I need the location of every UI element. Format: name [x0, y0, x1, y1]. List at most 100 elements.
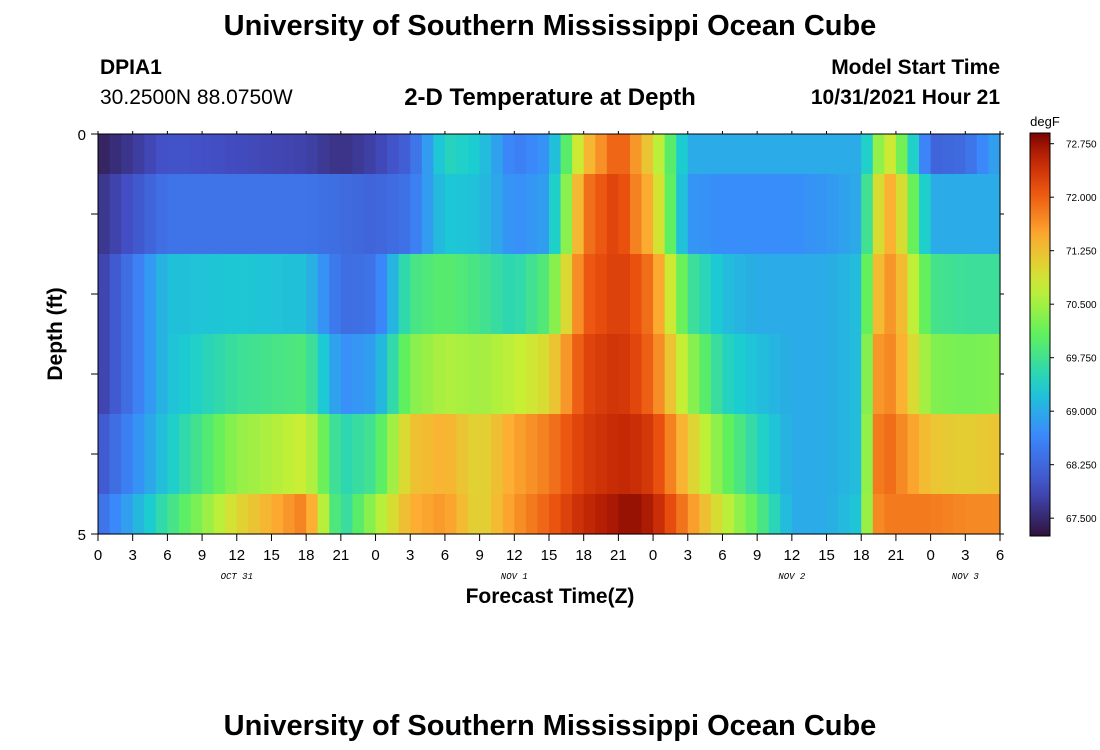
heatmap-cell — [109, 494, 122, 535]
heatmap-cell — [780, 134, 793, 175]
heatmap-cell — [849, 254, 862, 335]
heatmap-cell — [676, 174, 689, 255]
heatmap-cell — [884, 134, 897, 175]
heatmap-cell — [213, 174, 226, 255]
heatmap-cell — [144, 254, 157, 335]
heatmap-cell — [953, 134, 966, 175]
heatmap-cell — [895, 334, 909, 415]
heatmap-cell — [352, 254, 365, 335]
heatmap-cell — [838, 494, 851, 535]
heatmap-cell — [907, 334, 920, 415]
colorbar: 67.500 68.250 69.000 69.750 70.500 71.250 72.0… — [1029, 114, 1097, 537]
heatmap-cell — [121, 174, 134, 255]
heatmap-cell — [560, 134, 573, 175]
heatmap-cell — [641, 414, 654, 495]
page-title-bottom: University of Southern Mississippi Ocean… — [223, 710, 877, 742]
heatmap-cell — [907, 134, 920, 175]
heatmap-cell — [953, 254, 966, 335]
heatmap-cell — [271, 134, 284, 175]
heatmap-cell — [849, 494, 862, 535]
heatmap-cell — [803, 494, 816, 535]
heatmap-cell — [618, 254, 631, 335]
heatmap-cell — [190, 334, 203, 415]
heatmap-cell — [814, 254, 828, 335]
heatmap-cell — [225, 174, 238, 255]
heatmap-cell — [132, 254, 145, 335]
heatmap-cell — [768, 254, 781, 335]
x-tick-label: 6 — [441, 547, 449, 564]
heatmap-cell — [225, 254, 238, 335]
heatmap-cell — [942, 414, 955, 495]
heatmap-cell — [167, 334, 180, 415]
heatmap-cell — [595, 174, 608, 255]
colorbar-tick-label: 67.500 — [1066, 514, 1097, 525]
date-label: NOV 2 — [778, 572, 806, 582]
heatmap-cell — [560, 174, 573, 255]
heatmap-cell — [884, 174, 897, 255]
heatmap-cell — [560, 494, 573, 535]
heatmap-cell — [456, 254, 469, 335]
heatmap-cell — [178, 494, 192, 535]
heatmap-cell — [398, 334, 411, 415]
heatmap-cell — [306, 414, 319, 495]
x-tick-label: 18 — [575, 547, 592, 564]
heatmap-cell — [895, 494, 909, 535]
heatmap-cell — [468, 414, 481, 495]
heatmap-cell — [757, 334, 770, 415]
heatmap-cell — [363, 254, 377, 335]
heatmap-cell — [537, 174, 550, 255]
x-tick-label: 0 — [649, 547, 657, 564]
heatmap-cell — [317, 254, 330, 335]
heatmap-cell — [653, 414, 666, 495]
heatmap-cell — [988, 494, 1001, 535]
heatmap-cell — [363, 134, 377, 175]
heatmap-cell — [421, 134, 434, 175]
heatmap-cell — [259, 254, 273, 335]
heatmap-cell — [930, 134, 943, 175]
heatmap-cell — [549, 174, 562, 255]
heatmap-cell — [942, 174, 955, 255]
heatmap-cell — [826, 174, 839, 255]
heatmap-cell — [618, 414, 631, 495]
heatmap-cell — [768, 414, 781, 495]
heatmap-cell — [595, 334, 608, 415]
heatmap-cell — [745, 334, 758, 415]
heatmap-cell — [132, 414, 145, 495]
x-tick-label: 9 — [198, 547, 206, 564]
heatmap-cell — [213, 494, 226, 535]
heatmap-cell — [167, 254, 180, 335]
heatmap-cell — [583, 254, 596, 335]
heatmap-cell — [895, 174, 909, 255]
heatmap-cell — [109, 414, 122, 495]
heatmap-cell — [456, 414, 469, 495]
colorbar-scale — [1029, 132, 1051, 537]
heatmap-cell — [768, 494, 781, 535]
heatmap-cell — [653, 134, 666, 175]
heatmap-cell — [248, 414, 261, 495]
heatmap-cell — [699, 174, 712, 255]
heatmap-cell — [930, 174, 943, 255]
heatmap-cell — [560, 254, 573, 335]
heatmap-cell — [155, 334, 168, 415]
heatmap-cell — [144, 494, 157, 535]
heatmap-cell — [306, 334, 319, 415]
heatmap-cell — [595, 254, 608, 335]
heatmap-cell — [375, 254, 388, 335]
heatmap-cell — [595, 134, 608, 175]
heatmap-cell — [895, 134, 909, 175]
heatmap-cell — [930, 494, 943, 535]
heatmap-cell — [676, 494, 689, 535]
heatmap-cell — [953, 494, 966, 535]
heatmap-cell — [861, 414, 874, 495]
heatmap-cell — [919, 254, 932, 335]
heatmap-cell — [965, 254, 978, 335]
heatmap-cell — [433, 414, 446, 495]
heatmap-cell — [444, 254, 458, 335]
heatmap-cell — [560, 334, 573, 415]
heatmap-cell — [375, 414, 388, 495]
heatmap-cell — [930, 334, 943, 415]
heatmap-cell — [271, 254, 284, 335]
heatmap-cell — [629, 414, 643, 495]
heatmap-cell — [699, 254, 712, 335]
heatmap-cells — [98, 134, 1001, 535]
